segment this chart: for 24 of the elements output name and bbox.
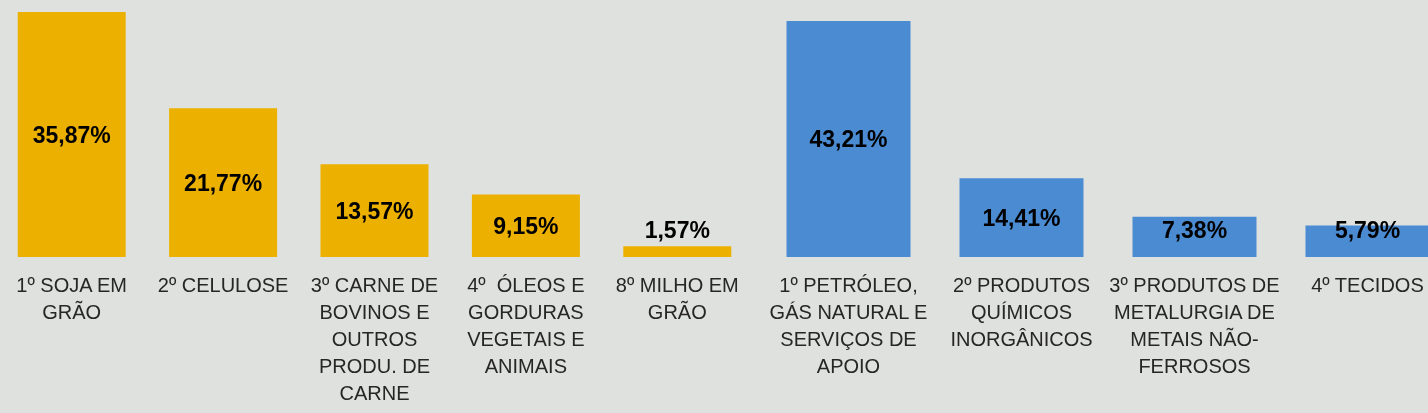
x-tick-label: 3º PRODUTOS DE METALURGIA DE METAIS NÃO-FERROSOS — [1108, 273, 1280, 377]
data-label: 9,15% — [492, 212, 559, 239]
bar — [622, 246, 731, 257]
bar — [959, 178, 1083, 257]
x-tick-label: 1º PETRÓLEO, GÁS NATURAL E SERVIÇOS DE APOIO — [769, 273, 927, 377]
data-label: 14,41% — [981, 204, 1061, 231]
bar — [17, 12, 126, 257]
bar — [320, 164, 428, 257]
x-tick-label: 4º TECIDOS — [1310, 273, 1424, 296]
bar — [168, 108, 277, 257]
x-tick-label: 4º ÓLEOS E GORDURAS VEGETAIS E ANIMAIS — [466, 273, 585, 377]
x-tick-label: 1º SOJA EM GRÃO — [15, 273, 127, 323]
bar — [786, 21, 910, 257]
data-label: 7,38% — [1161, 217, 1227, 243]
data-label: 5,79% — [1334, 217, 1400, 243]
data-label: 13,57% — [334, 197, 414, 224]
x-tick-label: 3º CARNE DE BOVINOS E OUTROS PRODU. DE CARNE — [310, 273, 438, 404]
data-label: 35,87% — [32, 121, 111, 148]
x-tick-label: 2º CELULOSE — [157, 273, 288, 296]
x-tick-label: 2º PRODUTOS QUÍMICOS INORGÂNICOS — [949, 273, 1093, 350]
data-label: 43,21% — [808, 126, 888, 152]
data-label: 1,57% — [644, 217, 710, 243]
x-tick-label: 8º MILHO EM GRÃO — [615, 273, 739, 323]
data-label: 21,77% — [183, 169, 262, 196]
